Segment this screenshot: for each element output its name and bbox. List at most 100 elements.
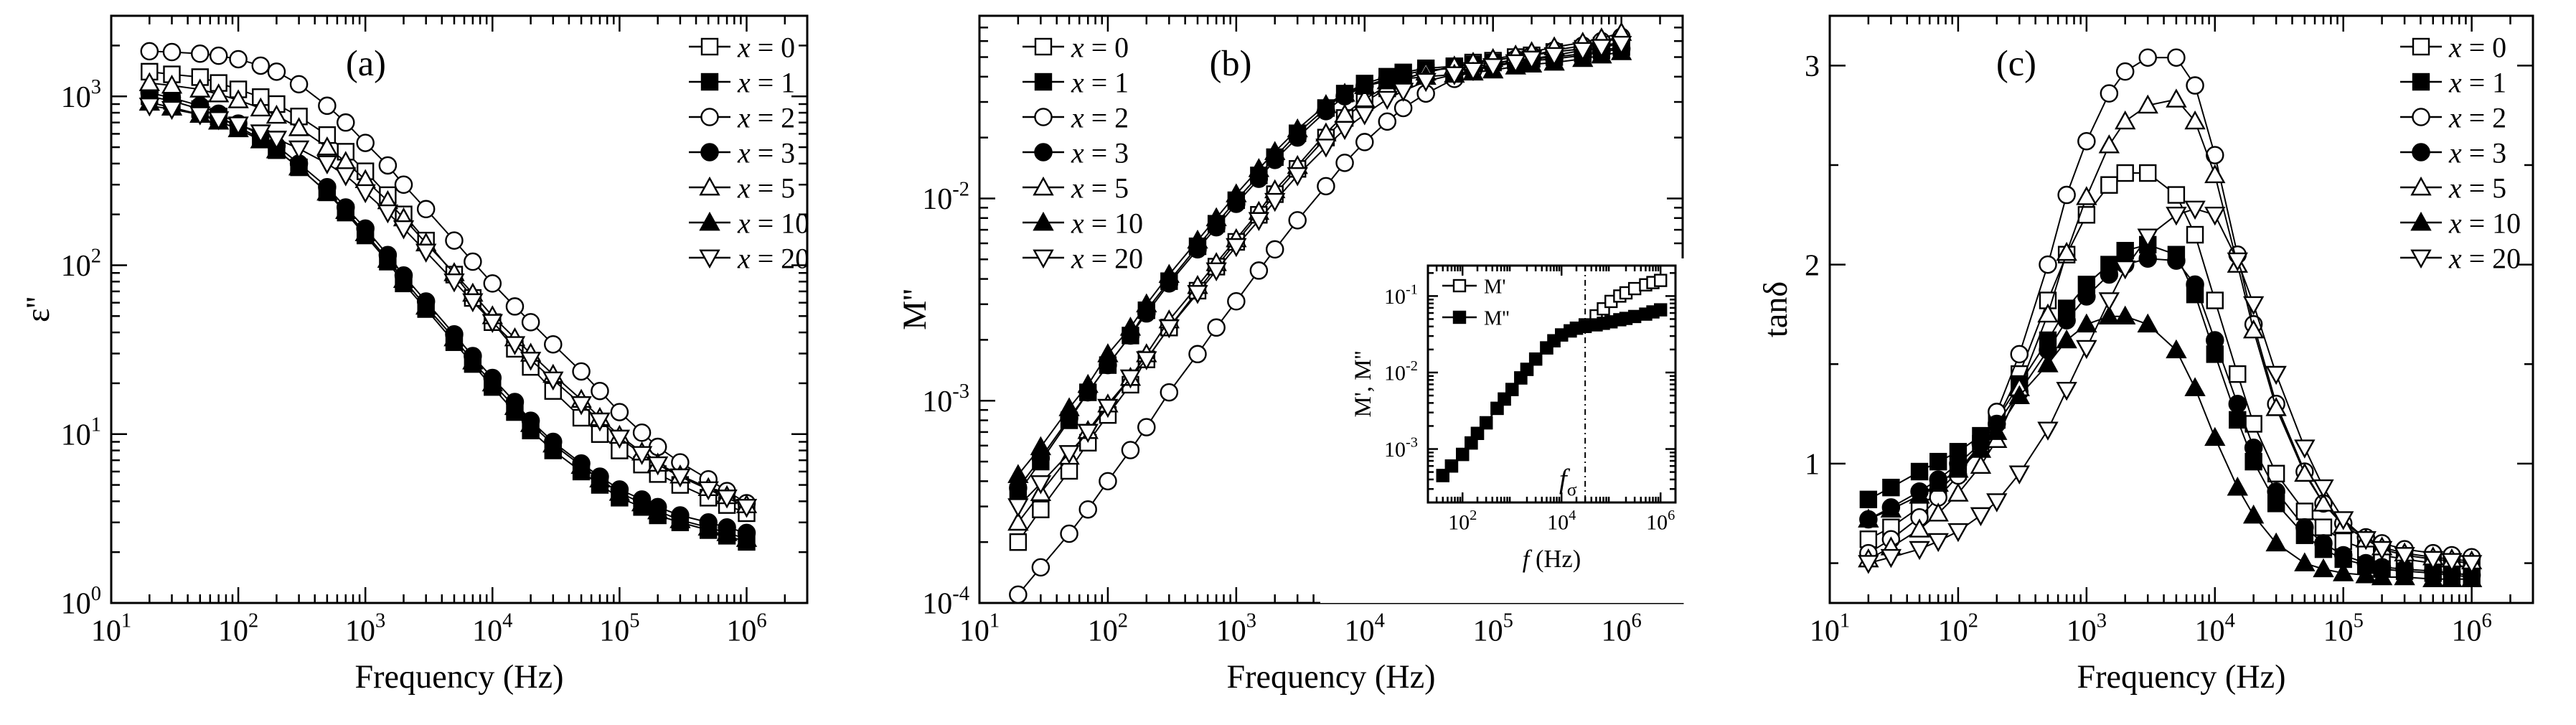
data-point — [1882, 478, 1900, 497]
data-point — [2056, 329, 2077, 349]
data-point — [1929, 452, 1947, 471]
data-point — [162, 42, 182, 62]
panel-1: 101 102 103 104 105 106100101102103Frequency … — [19, 14, 809, 695]
data-point — [1136, 293, 1157, 313]
y-axis-label: ε'' — [19, 296, 56, 322]
data-point — [2244, 438, 2263, 457]
data-point — [1158, 263, 1180, 283]
legend-label: x = 1 — [1071, 67, 1129, 99]
data-point — [316, 181, 338, 201]
legend-marker — [2410, 176, 2432, 196]
data-point — [2167, 48, 2186, 67]
data-point — [227, 116, 249, 136]
data-point — [250, 124, 271, 144]
data-point — [647, 500, 669, 520]
data-point — [1031, 558, 1050, 577]
data-point — [2115, 62, 2135, 81]
data-point — [207, 83, 230, 103]
legend-marker — [1033, 211, 1054, 231]
data-point — [2115, 305, 2136, 325]
x-tick-label: 105 — [1473, 610, 1513, 648]
data-point — [1249, 261, 1269, 280]
x-tick-label: 106 — [726, 610, 766, 648]
data-point — [591, 381, 609, 401]
data-point — [2294, 552, 2316, 571]
data-point — [697, 481, 719, 501]
data-point — [1032, 500, 1050, 518]
series-x-20 — [1858, 200, 2483, 574]
data-point — [1315, 139, 1337, 158]
data-point — [377, 204, 399, 224]
data-point — [1030, 436, 1052, 456]
legend-label: x = 10 — [1071, 207, 1143, 240]
series-x-10 — [1858, 305, 2483, 588]
data-point — [335, 167, 357, 187]
data-point — [2371, 566, 2393, 586]
data-point — [2333, 546, 2353, 565]
data-point — [2333, 511, 2354, 530]
data-point — [288, 156, 310, 176]
data-point — [521, 313, 540, 332]
legend-marker — [1034, 37, 1053, 56]
data-point — [1858, 555, 1879, 574]
data-point — [1910, 462, 1929, 481]
data-point — [631, 446, 653, 465]
legend: x = 0x = 1x = 2x = 3x = 5x = 10x = 20 — [689, 32, 809, 275]
data-point — [316, 155, 338, 174]
data-point — [1287, 118, 1308, 138]
data-point — [337, 113, 355, 132]
x-tick-label: 101 — [91, 610, 131, 648]
data-point — [2076, 186, 2097, 205]
data-point — [250, 97, 271, 117]
x-tick-label: 104 — [1547, 508, 1576, 535]
data-point — [2206, 146, 2224, 164]
data-point — [1436, 469, 1449, 482]
data-point — [2166, 339, 2187, 359]
data-point — [589, 468, 611, 488]
y-tick-label: 103 — [61, 76, 101, 114]
data-point — [2039, 255, 2057, 274]
legend-label: x = 2 — [737, 102, 795, 134]
data-point — [207, 111, 230, 131]
data-point — [1880, 548, 1902, 569]
data-point — [189, 78, 211, 98]
series-M- — [1436, 303, 1668, 482]
legend: M' M'' — [1442, 276, 1510, 330]
data-point — [1470, 426, 1485, 440]
data-point — [138, 72, 161, 91]
data-point — [2242, 504, 2265, 524]
data-point — [608, 482, 631, 501]
data-point — [504, 396, 526, 416]
legend-label: x = 5 — [2448, 172, 2506, 205]
data-point — [481, 372, 503, 392]
y-tick-label: 1 — [1805, 449, 1820, 482]
legend: x = 0x = 1x = 2x = 3x = 5x = 10x = 20 — [2400, 32, 2521, 275]
data-point — [138, 97, 161, 117]
data-point — [2206, 291, 2224, 309]
data-point — [1444, 459, 1459, 473]
data-point — [542, 433, 564, 453]
series-x-20 — [1007, 36, 1632, 518]
data-point — [483, 274, 502, 293]
data-point — [2267, 482, 2285, 501]
data-point — [1160, 383, 1179, 402]
legend-marker — [700, 143, 719, 162]
data-point — [520, 413, 542, 432]
data-point — [2057, 185, 2076, 205]
data-point — [2314, 518, 2333, 536]
data-point — [2294, 462, 2316, 482]
data-point — [716, 522, 738, 541]
legend-marker — [699, 211, 720, 231]
x-axis-label: Frequency (Hz) — [354, 658, 563, 695]
x-axis-label: Frequency (Hz) — [1226, 658, 1435, 695]
y-tick-label: 102 — [61, 245, 101, 283]
x-tick-label: 102 — [1448, 508, 1477, 535]
data-point — [1264, 141, 1286, 160]
data-point — [2166, 88, 2187, 108]
legend-marker — [700, 37, 719, 56]
data-point — [1058, 445, 1080, 464]
data-point — [647, 456, 669, 476]
data-point — [1060, 524, 1078, 543]
data-point — [1859, 490, 1878, 509]
data-point — [1355, 133, 1374, 151]
